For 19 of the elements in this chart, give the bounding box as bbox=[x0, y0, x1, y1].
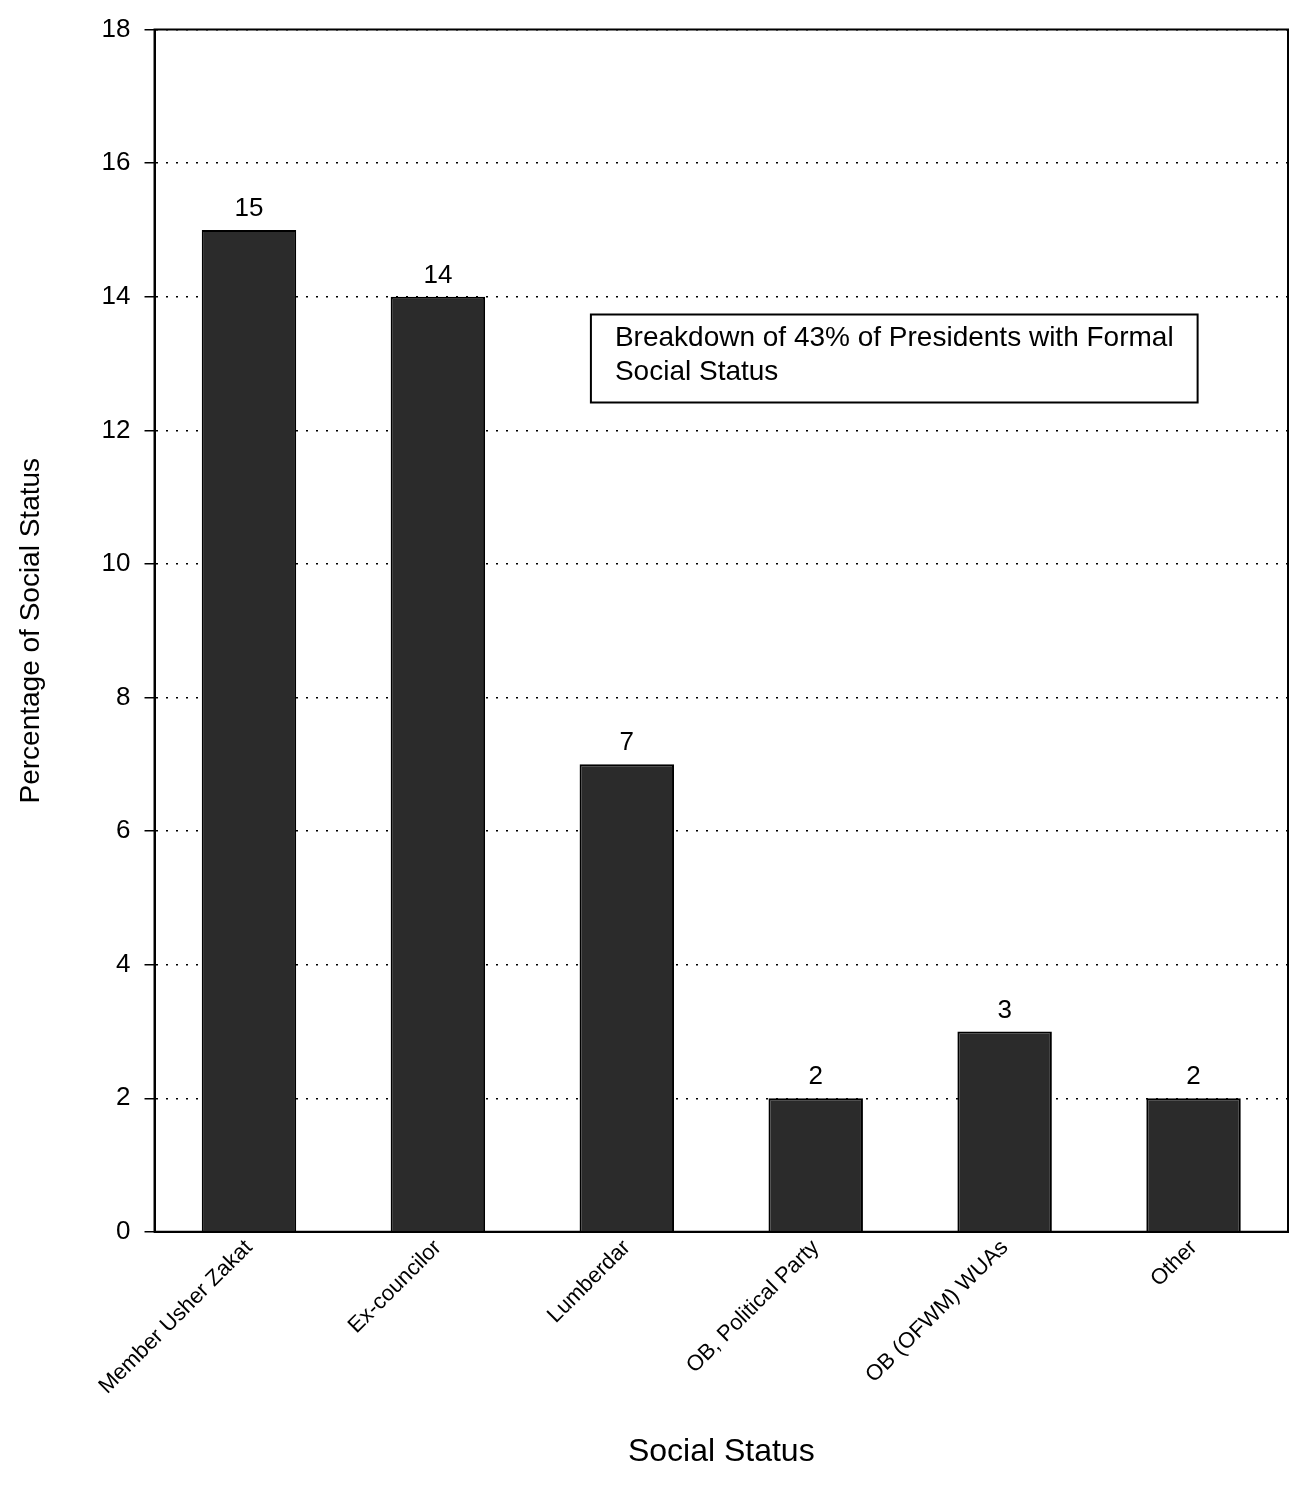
y-tick-label: 2 bbox=[116, 1081, 131, 1112]
data-label: 2 bbox=[1186, 1060, 1201, 1091]
data-label: 3 bbox=[997, 993, 1012, 1024]
annotation: Breakdown of 43% of Presidents with Formal Social Status bbox=[614, 321, 1174, 387]
y-tick-label: 6 bbox=[116, 814, 131, 845]
data-label: 14 bbox=[423, 258, 453, 289]
data-label: 2 bbox=[808, 1060, 823, 1091]
y-tick-label: 4 bbox=[116, 947, 131, 978]
y-tick-label: 14 bbox=[101, 279, 131, 310]
data-label: 15 bbox=[234, 192, 264, 223]
y-tick-label: 18 bbox=[101, 12, 131, 43]
data-label: 7 bbox=[619, 726, 635, 757]
y-tick-label: 8 bbox=[116, 680, 131, 711]
x-axis-title: Social Status bbox=[627, 1431, 815, 1468]
y-tick-label: 12 bbox=[101, 413, 131, 444]
y-tick-label: 10 bbox=[101, 547, 131, 578]
y-tick-label: 0 bbox=[116, 1215, 131, 1246]
y-axis-title: Percentage of Social Status bbox=[13, 457, 45, 804]
y-tick-label: 16 bbox=[101, 146, 131, 177]
